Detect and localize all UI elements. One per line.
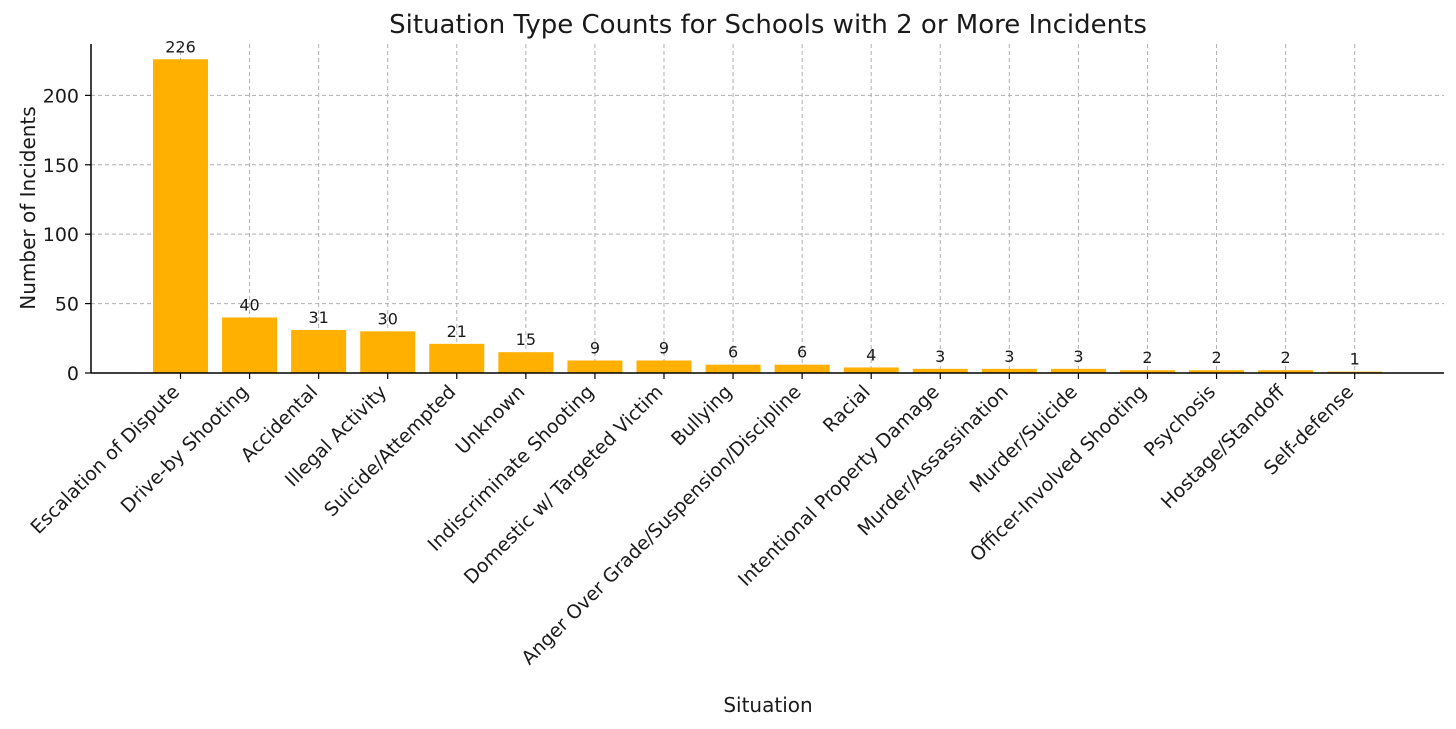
bar-16 [1258, 370, 1314, 373]
y-tick-label-4: 200 [43, 85, 79, 107]
y-axis-label: Number of Incidents [16, 106, 40, 309]
bar-13 [1050, 368, 1106, 373]
bar-14 [1119, 370, 1175, 373]
bar-4 [429, 343, 485, 373]
chart-title: Situation Type Counts for Schools with 2… [389, 10, 1147, 40]
data-label-2: 31 [308, 308, 328, 327]
bar-15 [1189, 370, 1245, 373]
bars [153, 59, 1383, 373]
bar-9 [774, 364, 830, 373]
x-tick-label-8: Bullying [667, 381, 736, 450]
bar-12 [981, 368, 1037, 373]
bar-5 [498, 352, 554, 373]
y-tick-label-3: 150 [43, 155, 79, 177]
data-label-17: 1 [1350, 350, 1360, 369]
data-label-14: 2 [1142, 348, 1152, 367]
x-tick-label-16: Hostage/Standoff [1157, 380, 1290, 513]
data-label-9: 6 [797, 343, 807, 362]
bar-7 [636, 360, 692, 373]
data-label-4: 21 [447, 322, 467, 341]
bar-8 [705, 364, 761, 373]
bar-0 [153, 59, 208, 373]
y-tick-label-0: 0 [67, 363, 79, 385]
bar-10 [843, 367, 899, 373]
bar-6 [567, 360, 623, 373]
x-axis-label: Situation [723, 693, 812, 717]
data-label-6: 9 [590, 339, 600, 358]
y-tick-label-1: 50 [55, 294, 79, 316]
bar-11 [912, 368, 968, 373]
bar-3 [360, 331, 416, 373]
bar-2 [291, 329, 347, 373]
data-label-7: 9 [659, 339, 669, 358]
x-tick-label-10: Racial [819, 381, 875, 437]
y-tick-label-2: 100 [43, 224, 79, 246]
data-label-13: 3 [1073, 347, 1083, 366]
data-label-16: 2 [1281, 348, 1291, 367]
data-label-15: 2 [1211, 348, 1221, 367]
data-label-12: 3 [1004, 347, 1014, 366]
data-label-1: 40 [239, 295, 259, 314]
data-label-8: 6 [728, 343, 738, 362]
data-label-3: 30 [378, 309, 398, 328]
x-tick-label-4: Suicide/Attempted [320, 381, 460, 521]
bar-1 [222, 317, 278, 373]
data-label-10: 4 [866, 345, 876, 364]
data-label-11: 3 [935, 347, 945, 366]
data-label-5: 15 [516, 330, 536, 349]
y-axis-ticks: 0 50 100 150 200 [43, 85, 91, 385]
data-label-0: 226 [165, 37, 196, 56]
grid-lines [91, 44, 1444, 373]
x-tick-label-1: Drive-by Shooting [117, 381, 254, 518]
axes [90, 44, 1444, 374]
